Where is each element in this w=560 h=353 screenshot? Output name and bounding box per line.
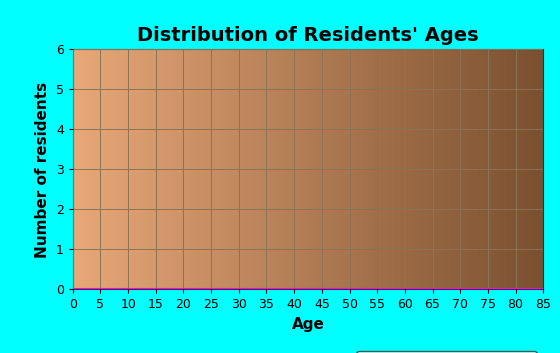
Title: Distribution of Residents' Ages: Distribution of Residents' Ages [137,26,479,45]
Legend: Males, Females: Males, Females [356,352,537,353]
Y-axis label: Number of residents: Number of residents [35,82,50,257]
X-axis label: Age: Age [292,317,324,332]
